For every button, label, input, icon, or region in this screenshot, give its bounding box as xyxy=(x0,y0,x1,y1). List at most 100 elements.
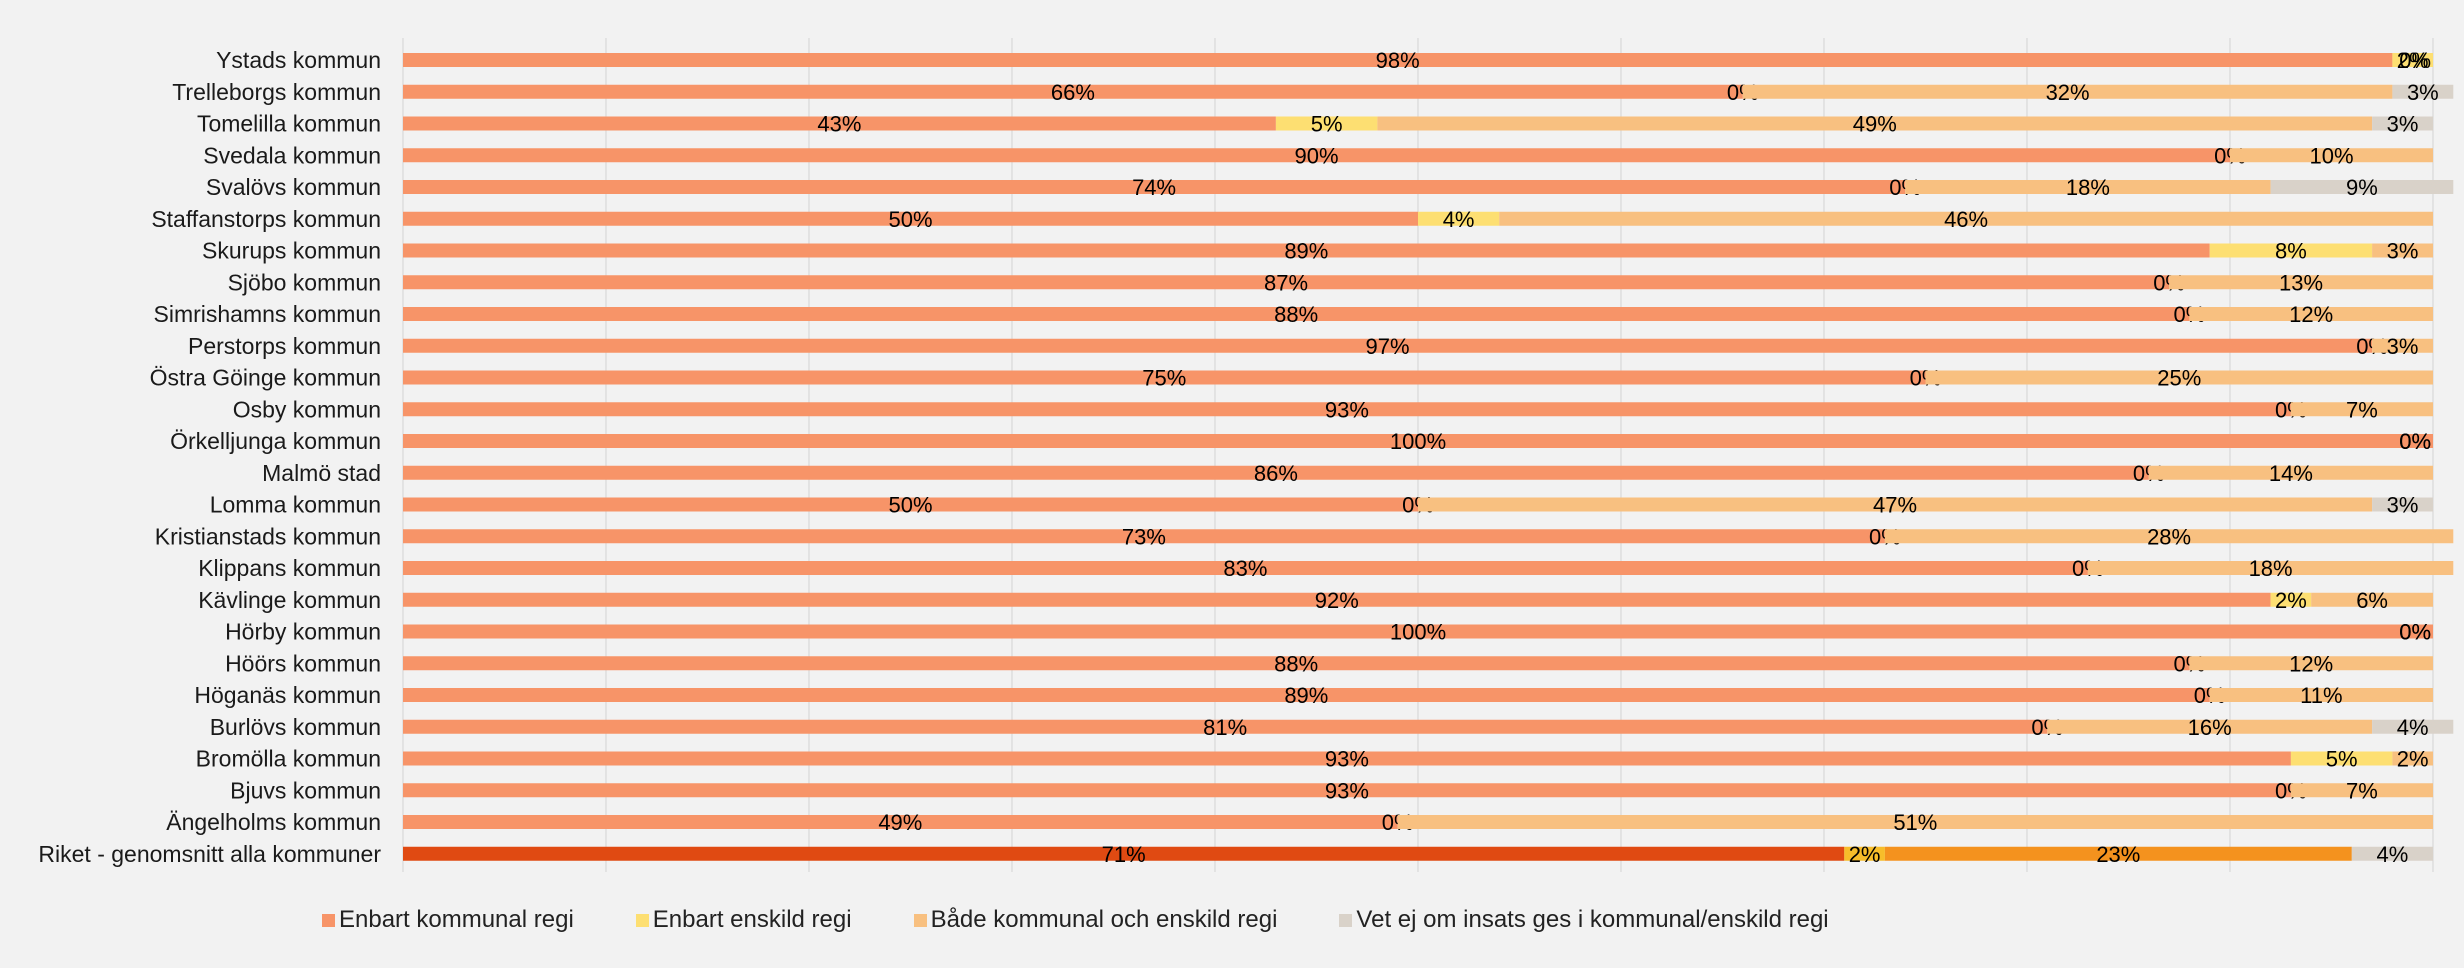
bar-segment-svedala-kommun-b-de-kommunal-och-enskild-regi xyxy=(2230,148,2433,163)
data-label-bjuvs-kommun-b-de-kommunal-och-enskild-regi: 7% xyxy=(2346,778,2378,803)
bar-segment-h-rby-kommun-enbart-kommunal-regi xyxy=(403,624,2433,639)
bar-segment-burl-vs-kommun-b-de-kommunal-och-enskild-regi xyxy=(2047,719,2373,734)
bar-segment-trelleborgs-kommun-enbart-kommunal-regi xyxy=(403,84,1743,99)
category-label-ngelholms-kommun: Ängelholms kommun xyxy=(166,809,381,835)
bar-segment-ngelholms-kommun-enbart-kommunal-regi xyxy=(403,815,1398,829)
data-label-k-vlinge-kommun-enbart-kommunal-regi: 92% xyxy=(1315,588,1359,613)
data-label-staffanstorps-kommun-enbart-kommunal-regi: 50% xyxy=(888,207,932,232)
data-label-h-gan-s-kommun-b-de-kommunal-och-enskild-regi: 11% xyxy=(2300,683,2342,708)
data-label-osby-kommun-enbart-kommunal-regi: 93% xyxy=(1325,397,1369,422)
legend-item-enbart-kommunal[interactable]: Enbart kommunal regi xyxy=(322,906,574,934)
data-label-stra-g-inge-kommun-b-de-kommunal-och-enskild-regi: 25% xyxy=(2157,366,2201,391)
data-label-brom-lla-kommun-enbart-kommunal-regi: 93% xyxy=(1325,747,1369,772)
category-label-h-rs-kommun: Höörs kommun xyxy=(225,650,381,676)
bar-segment-staffanstorps-kommun-enbart-kommunal-regi xyxy=(403,211,1418,226)
data-label-lomma-kommun-enbart-kommunal-regi: 50% xyxy=(888,493,932,518)
data-label-klippans-kommun-b-de-kommunal-och-enskild-regi: 18% xyxy=(2249,556,2293,581)
data-label-svedala-kommun-b-de-kommunal-och-enskild-regi: 10% xyxy=(2309,143,2353,168)
data-label-trelleborgs-kommun-enbart-kommunal-regi: 66% xyxy=(1051,80,1095,105)
data-label-stra-g-inge-kommun-enbart-kommunal-regi: 75% xyxy=(1142,366,1186,391)
bar-segment-rkelljunga-kommun-enbart-kommunal-regi xyxy=(403,434,2433,448)
data-label-ystads-kommun-enbart-enskild-regi: 2% xyxy=(2397,48,2429,73)
legend-item-enbart-enskild[interactable]: Enbart enskild regi xyxy=(635,906,852,934)
bar-segment-burl-vs-kommun-enbart-kommunal-regi xyxy=(403,719,2048,734)
data-label-riket-genomsnitt-alla-kommuner-vet-ej-om-insats-ges-i-kommunal-enskild-regi: 4% xyxy=(2377,842,2409,867)
legend-label: Enbart kommunal regi xyxy=(339,906,574,933)
category-label-bjuvs-kommun: Bjuvs kommun xyxy=(230,777,381,803)
data-label-ystads-kommun-b-de-kommunal-och-enskild-regi: 0% xyxy=(2399,48,2431,73)
data-label-kristianstads-kommun-b-de-kommunal-och-enskild-regi: 28% xyxy=(2147,524,2191,549)
bar-segment-riket-genomsnitt-alla-kommuner-b-de-kommunal-och-enskild-regi xyxy=(1884,846,2352,861)
data-label-riket-genomsnitt-alla-kommuner-b-de-kommunal-och-enskild-regi: 23% xyxy=(2096,842,2140,867)
bar-segment-burl-vs-kommun-vet-ej-om-insats-ges-i-kommunal-enskild-regi xyxy=(2372,719,2454,734)
data-label-lomma-kommun-b-de-kommunal-och-enskild-regi: 47% xyxy=(1873,493,1917,518)
category-label-malm-stad: Malmö stad xyxy=(262,460,381,486)
category-label-ystads-kommun: Ystads kommun xyxy=(216,47,381,73)
data-label-tomelilla-kommun-vet-ej-om-insats-ges-i-kommunal-enskild-regi: 3% xyxy=(2387,112,2419,137)
bar-segment-stra-g-inge-kommun-b-de-kommunal-och-enskild-regi xyxy=(1925,370,2433,385)
bar-segment-brom-lla-kommun-enbart-enskild-regi xyxy=(2290,751,2393,766)
bar-segment-osby-kommun-enbart-kommunal-regi xyxy=(403,402,2291,417)
data-label-rkelljunga-kommun-enbart-kommunal-regi: 100% xyxy=(1390,429,1446,454)
category-label-svedala-kommun: Svedala kommun xyxy=(203,142,381,168)
data-label-k-vlinge-kommun-enbart-enskild-regi: 2% xyxy=(2275,588,2307,613)
bar-segment-lomma-kommun-vet-ej-om-insats-ges-i-kommunal-enskild-regi xyxy=(2372,497,2433,512)
legend-label: Enbart enskild regi xyxy=(652,906,852,933)
data-label-burl-vs-kommun-vet-ej-om-insats-ges-i-kommunal-enskild-regi: 4% xyxy=(2397,715,2429,740)
bar-segment-svedala-kommun-enbart-kommunal-regi xyxy=(403,148,2230,163)
data-label-klippans-kommun-enbart-kommunal-regi: 83% xyxy=(1223,556,1267,581)
data-label-osby-kommun-b-de-kommunal-och-enskild-regi: 7% xyxy=(2346,397,2378,422)
category-label-perstorps-kommun: Perstorps kommun xyxy=(188,333,381,359)
bar-segment-klippans-kommun-enbart-kommunal-regi xyxy=(403,561,2088,575)
legend-swatch xyxy=(635,913,649,927)
plot-top-band xyxy=(0,0,2464,6)
bar-segment-riket-genomsnitt-alla-kommuner-vet-ej-om-insats-ges-i-kommunal-enskild-regi xyxy=(2351,846,2433,861)
bar-segment-riket-genomsnitt-alla-kommuner-enbart-kommunal-regi xyxy=(403,846,1845,861)
bar-segment-perstorps-kommun-b-de-kommunal-och-enskild-regi xyxy=(2372,338,2433,353)
category-label-osby-kommun: Osby kommun xyxy=(233,396,381,422)
bar-segment-kristianstads-kommun-b-de-kommunal-och-enskild-regi xyxy=(1884,529,2454,544)
data-label-burl-vs-kommun-b-de-kommunal-och-enskild-regi: 16% xyxy=(2188,715,2232,740)
legend-item-bade[interactable]: Både kommunal och enskild regi xyxy=(913,906,1278,934)
data-label-staffanstorps-kommun-b-de-kommunal-och-enskild-regi: 46% xyxy=(1944,207,1988,232)
data-label-kristianstads-kommun-enbart-kommunal-regi: 73% xyxy=(1122,524,1166,549)
data-label-simrishamns-kommun-enbart-kommunal-regi: 88% xyxy=(1274,302,1318,327)
data-label-h-rs-kommun-b-de-kommunal-och-enskild-regi: 12% xyxy=(2289,651,2333,676)
data-label-sj-bo-kommun-b-de-kommunal-och-enskild-regi: 13% xyxy=(2279,270,2323,295)
bar-segment-kristianstads-kommun-enbart-kommunal-regi xyxy=(403,529,1885,544)
data-label-rkelljunga-kommun-b-de-kommunal-och-enskild-regi: 0% xyxy=(2399,429,2431,454)
legend-item-vet-ej[interactable]: Vet ej om insats ges i kommunal/enskild … xyxy=(1339,906,1829,934)
bar-segment-h-rs-kommun-b-de-kommunal-och-enskild-regi xyxy=(2189,656,2433,671)
data-label-sval-vs-kommun-vet-ej-om-insats-ges-i-kommunal-enskild-regi: 9% xyxy=(2346,175,2378,200)
data-label-malm-stad-b-de-kommunal-och-enskild-regi: 14% xyxy=(2269,461,2313,486)
data-label-h-rby-kommun-enbart-kommunal-regi: 100% xyxy=(1390,620,1446,645)
bar-segment-skurups-kommun-b-de-kommunal-och-enskild-regi xyxy=(2372,243,2433,258)
data-label-h-rby-kommun-b-de-kommunal-och-enskild-regi: 0% xyxy=(2399,620,2431,645)
data-label-tomelilla-kommun-b-de-kommunal-och-enskild-regi: 49% xyxy=(1853,112,1897,137)
category-label-k-vlinge-kommun: Kävlinge kommun xyxy=(198,587,381,613)
data-label-riket-genomsnitt-alla-kommuner-enbart-enskild-regi: 2% xyxy=(1849,842,1881,867)
bar-segment-lomma-kommun-b-de-kommunal-och-enskild-regi xyxy=(1418,497,2373,512)
data-label-svedala-kommun-enbart-kommunal-regi: 90% xyxy=(1294,143,1338,168)
data-label-simrishamns-kommun-b-de-kommunal-och-enskild-regi: 12% xyxy=(2289,302,2333,327)
bar-segment-ystads-kommun-enbart-enskild-regi xyxy=(2392,53,2433,67)
category-label-h-gan-s-kommun: Höganäs kommun xyxy=(194,682,381,708)
bar-segment-brom-lla-kommun-b-de-kommunal-och-enskild-regi xyxy=(2392,751,2433,766)
bar-segment-brom-lla-kommun-enbart-kommunal-regi xyxy=(403,751,2291,766)
bar-segment-staffanstorps-kommun-b-de-kommunal-och-enskild-regi xyxy=(1499,211,2433,226)
category-label-h-rby-kommun: Hörby kommun xyxy=(225,619,381,645)
category-label-staffanstorps-kommun: Staffanstorps kommun xyxy=(151,206,381,232)
bar-segment-tomelilla-kommun-enbart-kommunal-regi xyxy=(403,116,1276,131)
bar-segment-skurups-kommun-enbart-kommunal-regi xyxy=(403,243,2210,258)
category-label-lomma-kommun: Lomma kommun xyxy=(210,492,381,518)
bar-segment-simrishamns-kommun-b-de-kommunal-och-enskild-regi xyxy=(2189,307,2433,321)
bar-segment-k-vlinge-kommun-enbart-enskild-regi xyxy=(2270,592,2312,607)
bar-segment-bjuvs-kommun-enbart-kommunal-regi xyxy=(403,783,2291,798)
bar-segment-simrishamns-kommun-enbart-kommunal-regi xyxy=(403,307,2190,321)
bar-segment-staffanstorps-kommun-enbart-enskild-regi xyxy=(1418,211,1500,226)
bar-segment-perstorps-kommun-enbart-kommunal-regi xyxy=(403,338,2373,353)
legend-label: Både kommunal och enskild regi xyxy=(930,906,1278,933)
category-label-riket-genomsnitt-alla-kommuner: Riket - genomsnitt alla kommuner xyxy=(38,841,381,867)
